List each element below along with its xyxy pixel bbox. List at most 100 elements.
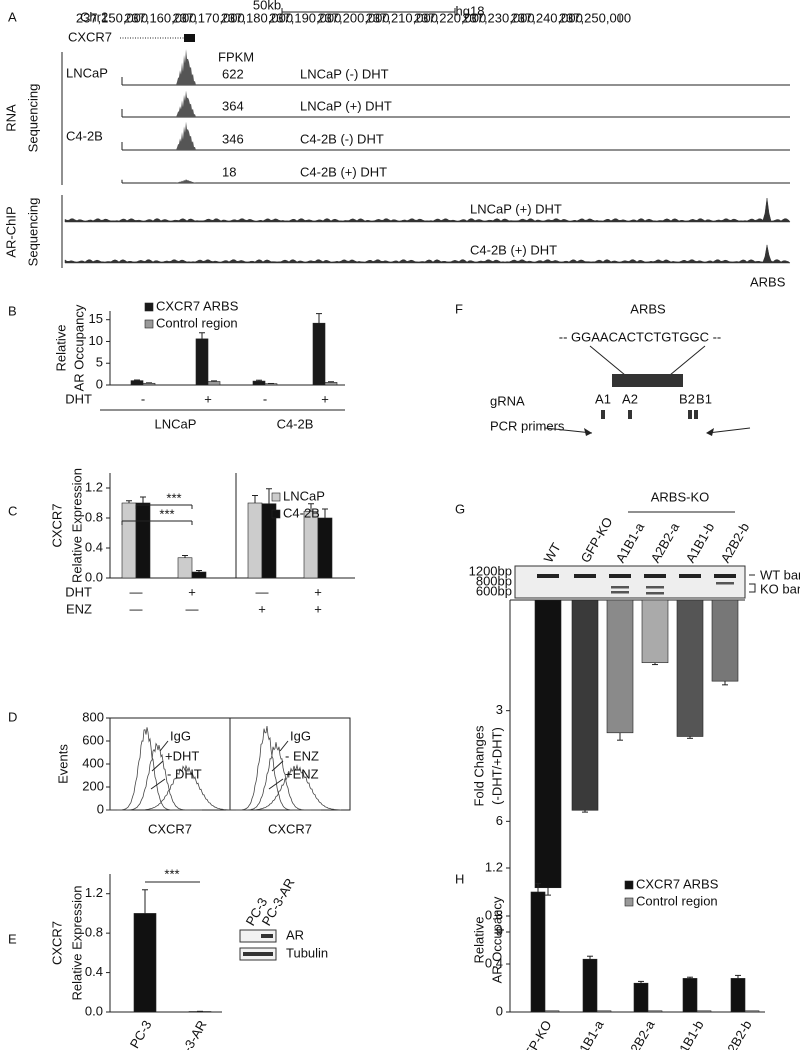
legend-swatch	[624, 880, 634, 890]
group-label: Sequencing	[25, 198, 40, 267]
y-tick-label: 1.2	[85, 885, 103, 900]
gene-exon	[184, 34, 195, 42]
coordinate-label: 237,240,000	[511, 10, 583, 25]
y-tick-label: 0.4	[485, 955, 503, 970]
row-value: —	[256, 584, 269, 599]
sequence-link	[589, 345, 626, 376]
bar	[530, 891, 546, 1013]
bar	[571, 599, 599, 811]
legend-label: CXCR7 ARBS	[636, 876, 719, 891]
fpkm-value: 18	[222, 164, 236, 179]
coordinate-label: 237,170,000	[172, 10, 244, 25]
blot-band	[261, 934, 273, 938]
x-tick-label: PC-3-AR	[171, 1018, 210, 1050]
bar	[312, 322, 326, 386]
gel-band	[611, 591, 629, 594]
coordinate-label: 237,230,000	[462, 10, 534, 25]
sequence-link	[669, 345, 706, 376]
y-axis-label: CXCR7	[49, 921, 64, 965]
peak-label: ARBS	[750, 274, 786, 289]
row-label: DHT	[65, 584, 92, 599]
bar	[582, 958, 598, 1013]
bar	[544, 1010, 560, 1013]
arbs-box	[612, 374, 683, 387]
bar	[633, 982, 649, 1013]
sequence: -- GGAACACTCTGTGGC --	[559, 329, 722, 344]
track-label: C4-2B (-) DHT	[300, 131, 384, 146]
bar	[142, 382, 156, 386]
legend-swatch	[144, 302, 154, 312]
fpkm-value: 364	[222, 98, 244, 113]
chip-signal	[64, 198, 791, 223]
bar	[596, 1010, 612, 1013]
gel-band	[646, 592, 664, 595]
x-tick-label: GFP-KO	[517, 1018, 555, 1050]
grna-site	[694, 410, 698, 419]
lane-label: A2B2-a	[648, 520, 683, 566]
annotation-leader	[150, 778, 166, 790]
grna-name: B1	[696, 391, 712, 406]
group-label: RNA	[3, 104, 18, 132]
y-tick-label: 600	[82, 732, 104, 747]
row-value: +	[204, 391, 212, 406]
annotation-leader	[151, 760, 164, 772]
x-axis-label: CXCR7	[268, 821, 312, 836]
bar	[130, 380, 144, 386]
legend-label: C4-2B	[283, 505, 320, 520]
track-label: C4-2B (+) DHT	[470, 242, 557, 257]
blot-band-label: Tubulin	[286, 945, 328, 960]
grna-name: A1	[595, 391, 611, 406]
y-tick-label: 0	[96, 376, 103, 391]
legend-swatch	[144, 319, 154, 329]
panel-label: E	[8, 931, 17, 946]
significance-label: ***	[159, 506, 174, 521]
track-label: LNCaP (+) DHT	[470, 201, 562, 216]
x-axis-label: CXCR7	[148, 821, 192, 836]
y-tick-label: 10	[89, 333, 103, 348]
track-label: LNCaP (+) DHT	[300, 98, 392, 113]
grna-site	[601, 410, 605, 419]
legend-label: LNCaP	[283, 488, 325, 503]
significance-label: ***	[166, 490, 181, 505]
gel-band	[574, 574, 596, 578]
chip-signal	[64, 244, 791, 264]
fpkm-value: 346	[222, 131, 244, 146]
coordinate-label: 237,250,000	[559, 10, 631, 25]
bar	[744, 1010, 760, 1013]
bar	[606, 599, 634, 734]
gene-label: CXCR7	[68, 29, 112, 44]
x-tick-label: A1B1-b	[672, 1018, 707, 1050]
bar	[247, 502, 263, 579]
grna-site	[688, 410, 692, 419]
cell-label: C4-2B	[66, 128, 103, 143]
y-tick-label: 400	[82, 755, 104, 770]
arrowhead	[706, 428, 714, 436]
group-label: C4-2B	[277, 416, 314, 431]
rna-signal	[170, 90, 196, 117]
row-label: ENZ	[66, 601, 92, 616]
cell-label: LNCaP	[66, 65, 108, 80]
y-tick-label: 0.8	[485, 907, 503, 922]
panel-label: D	[8, 709, 17, 724]
curve-annotation: +ENZ	[285, 766, 319, 781]
track-label: C4-2B (+) DHT	[300, 164, 387, 179]
curve-annotation: - DHT	[167, 766, 202, 781]
lane-label: A1B1-a	[613, 520, 648, 566]
row-value: —	[130, 601, 143, 616]
band-label: WT band	[760, 567, 800, 582]
arrowhead	[584, 428, 592, 436]
curve-annotation: - ENZ	[285, 748, 319, 763]
y-axis-label: Relative Expression	[69, 886, 84, 1001]
y-tick-label: 1.2	[85, 479, 103, 494]
size-label: 1200bp	[469, 563, 512, 578]
bar	[711, 599, 739, 682]
row-value: -	[141, 391, 145, 406]
panel-label: F	[455, 301, 463, 316]
group-label: LNCaP	[155, 416, 197, 431]
blot-band	[243, 952, 273, 956]
fpkm-value: 622	[222, 66, 244, 81]
panel-label: A	[8, 9, 17, 24]
gel-band	[679, 574, 701, 578]
legend-label: Control region	[156, 315, 238, 330]
